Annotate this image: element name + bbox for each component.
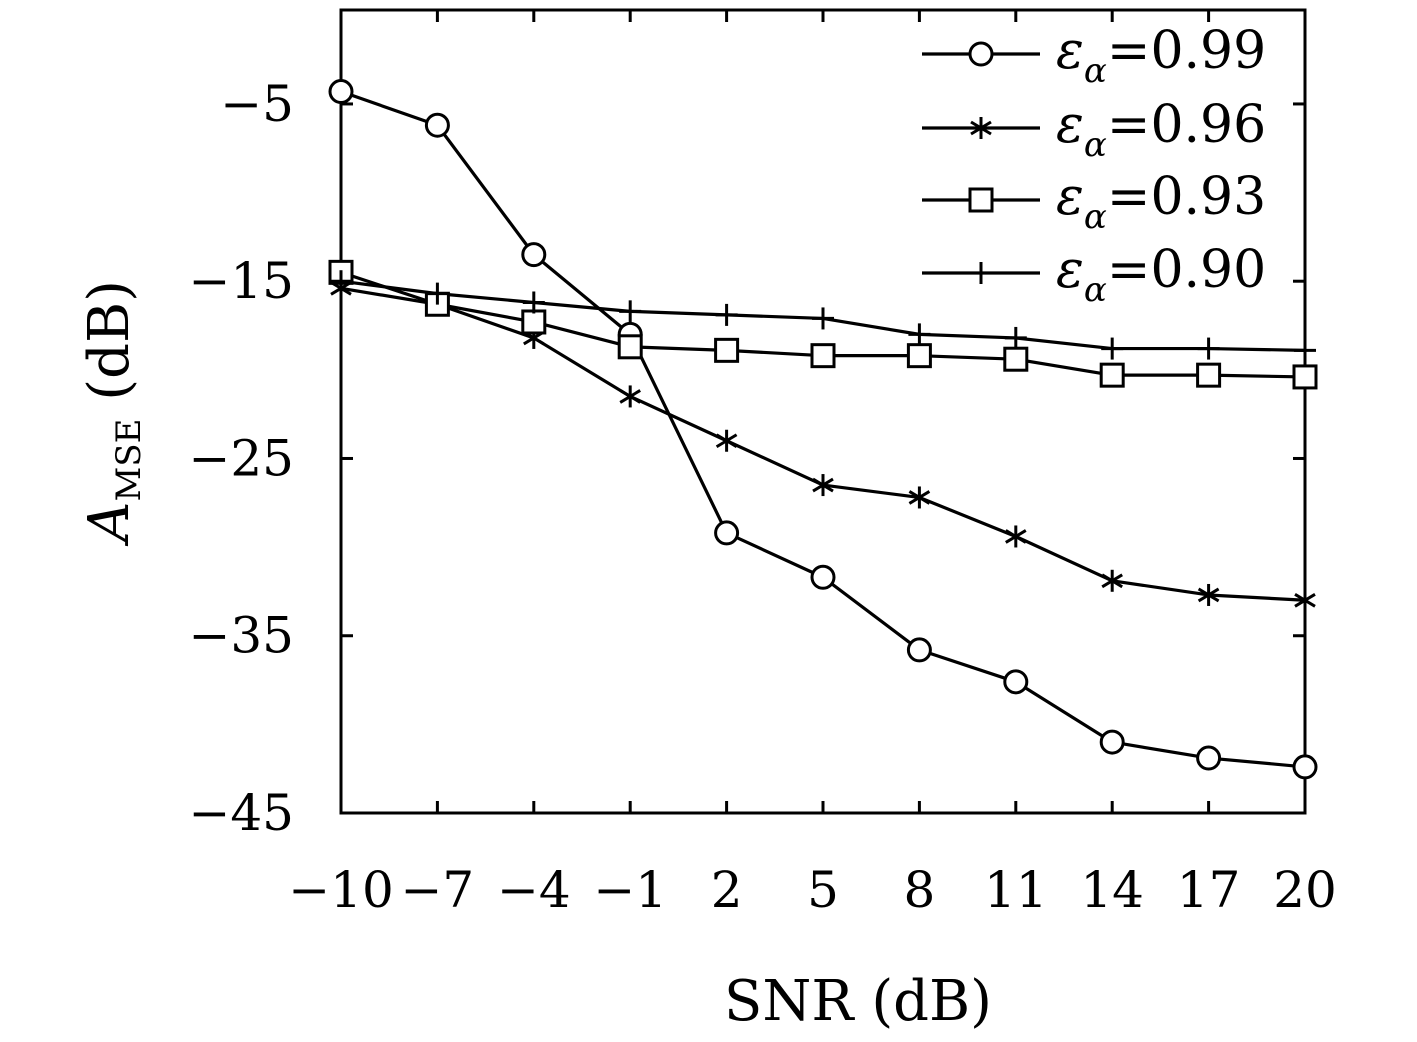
data-point-plus xyxy=(426,282,449,305)
data-point-circle xyxy=(328,79,354,105)
y-tick-labels: −5 −15 −25 −35 −45 xyxy=(188,75,294,842)
data-point-plus xyxy=(1294,339,1316,362)
x-axis-title: SNR (dB) xyxy=(724,969,992,1034)
data-point-square xyxy=(906,343,932,369)
data-point-plus xyxy=(522,291,545,314)
data-point-square xyxy=(1003,346,1029,372)
x-tick-label: 8 xyxy=(903,861,935,919)
legend-marker-circle xyxy=(968,41,994,67)
data-point-square xyxy=(714,337,740,363)
legend-marker-asterisk xyxy=(970,117,992,139)
legend-item: εα=0.99 xyxy=(922,21,1266,91)
series-markers xyxy=(328,79,1318,780)
x-tick-label: 11 xyxy=(984,861,1048,919)
data-point-asterisk xyxy=(1101,569,1123,592)
data-point-circle xyxy=(521,242,547,268)
data-point-plus xyxy=(1101,337,1124,360)
y-tick-label: −5 xyxy=(220,75,294,133)
data-point-asterisk xyxy=(619,385,641,408)
data-point-circle xyxy=(1099,729,1125,755)
legend-label: εα=0.93 xyxy=(1056,167,1266,237)
x-tick-label: −1 xyxy=(593,861,667,919)
legend-item: εα=0.96 xyxy=(922,95,1266,165)
data-point-asterisk xyxy=(1197,583,1220,606)
data-point-asterisk xyxy=(812,474,834,497)
data-point-circle xyxy=(1292,754,1318,780)
y-tick-label: −45 xyxy=(188,784,294,842)
data-point-circle xyxy=(906,637,932,663)
x-tick-label: 17 xyxy=(1177,861,1241,919)
x-tick-label: −7 xyxy=(401,861,475,919)
legend-item: εα=0.93 xyxy=(922,167,1266,237)
y-tick-label: −15 xyxy=(188,252,294,310)
data-point-square xyxy=(1196,362,1222,388)
data-point-circle xyxy=(810,564,836,590)
data-point-circle xyxy=(1003,669,1029,695)
x-tick-labels: −10 −7 −4 −1 2 5 8 11 14 17 20 xyxy=(288,861,1337,919)
legend-label: εα=0.96 xyxy=(1056,95,1266,165)
data-point-circle xyxy=(424,112,450,138)
data-point-plus xyxy=(619,300,642,323)
data-point-circle xyxy=(714,520,740,546)
data-point-asterisk xyxy=(908,486,931,509)
y-axis-title-sub: MSE xyxy=(109,419,149,502)
x-tick-label: −10 xyxy=(288,861,394,919)
x-tick-label: 20 xyxy=(1273,861,1337,919)
data-point-square xyxy=(810,343,836,369)
legend-marker-plus xyxy=(970,262,992,284)
data-point-circle xyxy=(1196,745,1222,771)
data-point-plus xyxy=(1004,326,1027,349)
data-point-asterisk xyxy=(1005,525,1027,548)
data-point-asterisk xyxy=(1294,589,1316,612)
data-point-square xyxy=(521,309,547,335)
legend-marker-square xyxy=(968,187,994,213)
y-tick-label: −35 xyxy=(188,607,294,665)
x-tick-label: 2 xyxy=(711,861,743,919)
x-tick-label: −4 xyxy=(497,861,571,919)
data-point-square xyxy=(617,334,643,360)
legend-label: εα=0.90 xyxy=(1056,240,1266,310)
data-point-plus xyxy=(908,323,931,346)
legend-item: εα=0.90 xyxy=(922,240,1266,310)
data-point-plus xyxy=(812,307,834,330)
y-axis-title-main: A xyxy=(77,501,142,546)
data-point-plus xyxy=(715,303,738,326)
x-tick-label: 5 xyxy=(807,861,839,919)
series-line-asterisk xyxy=(340,286,1306,602)
data-point-square xyxy=(1099,362,1125,388)
y-axis-title-unit: (dB) xyxy=(77,280,142,419)
x-tick-label: 14 xyxy=(1080,861,1144,919)
data-point-square xyxy=(1292,364,1318,390)
y-axis-title: AMSE (dB) xyxy=(77,280,149,547)
legend-label: εα=0.99 xyxy=(1056,21,1266,91)
data-point-asterisk xyxy=(715,429,738,452)
data-point-plus xyxy=(1197,337,1220,360)
y-tick-label: −25 xyxy=(188,429,294,487)
axis-ticks xyxy=(339,10,1307,815)
data-point-plus xyxy=(330,270,352,293)
